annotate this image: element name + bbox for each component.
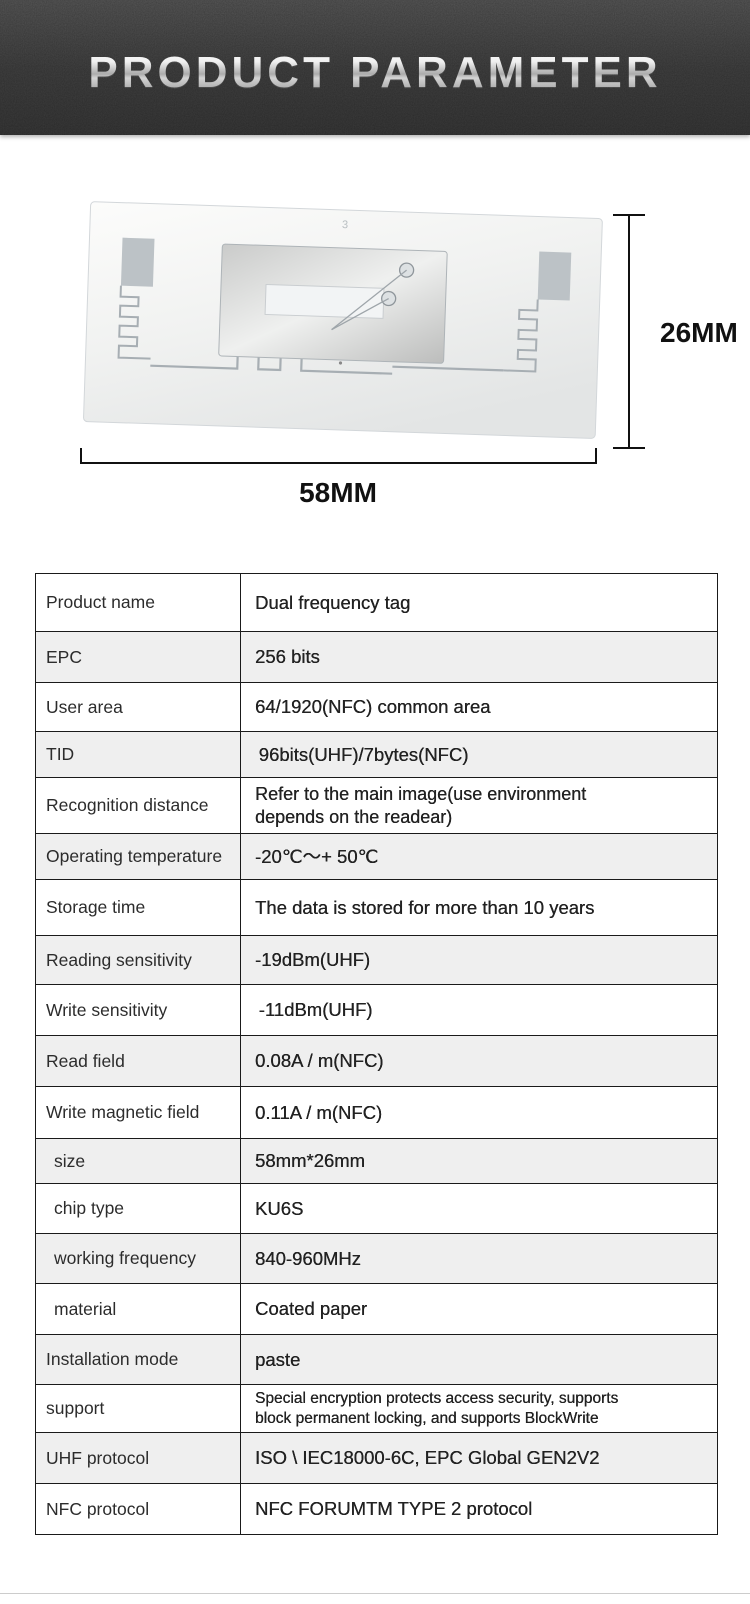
svg-text:58MM: 58MM <box>299 477 377 508</box>
svg-text:26MM: 26MM <box>660 317 738 348</box>
svg-text:3: 3 <box>342 219 349 231</box>
